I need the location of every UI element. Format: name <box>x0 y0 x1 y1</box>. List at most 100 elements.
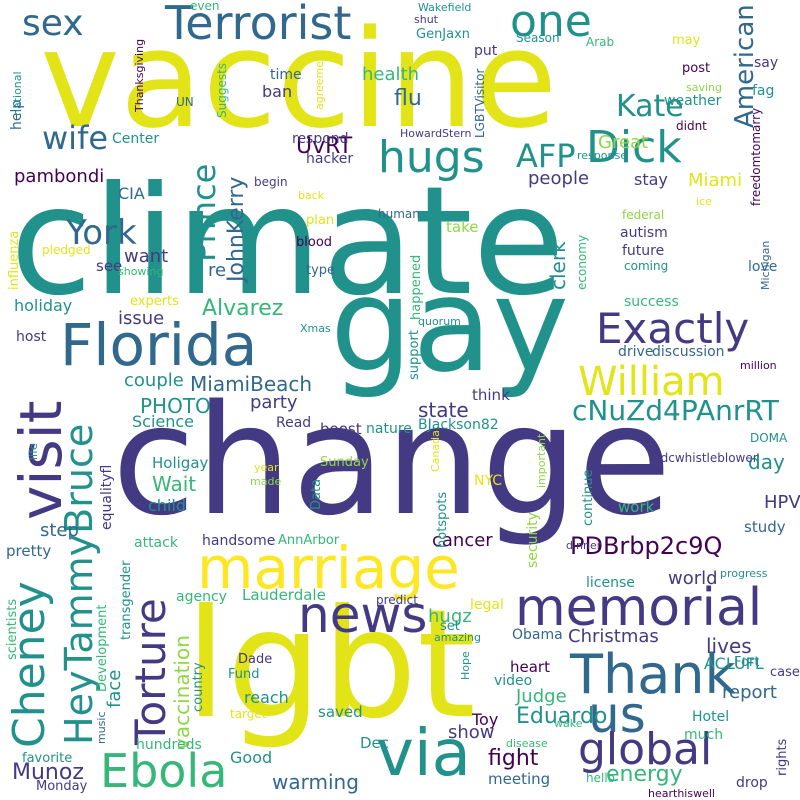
word-dinner: dinner <box>566 539 602 552</box>
word-scientists: scientists <box>5 598 20 660</box>
word-wife: wife <box>42 119 109 157</box>
word-disease: disease <box>506 737 548 750</box>
word-ban: ban <box>262 82 293 101</box>
word-Hope: Hope <box>459 651 472 680</box>
word-fight: fight <box>488 746 539 771</box>
word-coming: coming <box>624 259 669 273</box>
word-Suggests: Suggests <box>215 62 229 118</box>
word-Michigan: Michigan <box>759 240 772 290</box>
word-agreement: agreement <box>313 49 326 110</box>
word-want: want <box>124 246 169 267</box>
word-warming: warming <box>272 770 359 794</box>
word-predict: predict <box>376 593 418 607</box>
word-Great: Great <box>598 132 649 153</box>
word-support: support <box>407 330 422 380</box>
word-amazing: amazing <box>434 631 481 644</box>
word-Xmas: Xmas <box>300 322 331 335</box>
word-think: think <box>472 386 510 404</box>
word-marriage: marriage <box>197 534 460 602</box>
word-UN: UN <box>176 95 194 109</box>
word-Miami: Miami <box>688 170 743 191</box>
word-pretty: pretty <box>6 542 52 560</box>
word-LGBTVisitor: LGBTVisitor <box>473 68 487 138</box>
word-BJackson82: BJackson82 <box>418 417 499 433</box>
word-HowardStern: HowardStern <box>400 127 472 140</box>
word-boost: boost <box>320 420 362 438</box>
word-Thanksgiving: Thanksgiving <box>133 38 146 112</box>
word-Toy: Toy <box>472 710 499 729</box>
word-even: even <box>190 0 220 13</box>
word-influenza: influenza <box>7 230 22 290</box>
word-hundreds: hundreds <box>136 737 202 753</box>
word-AnnArbor: AnnArbor <box>278 533 340 548</box>
word-MiamiBeach: MiamiBeach <box>190 372 313 396</box>
word-ACLUFL: ACLUFL <box>704 654 764 673</box>
word-put: put <box>474 43 498 59</box>
word-Lauderdale: Lauderdale <box>242 586 326 604</box>
word-Dick: Dick <box>586 122 682 173</box>
word-national: national <box>11 71 24 116</box>
word-cNuZd4PAnrRT: cNuZd4PAnrRT <box>572 394 779 427</box>
word-progress: progress <box>720 567 768 580</box>
word-clerk: clerk <box>546 241 570 290</box>
word-much: much <box>684 727 724 743</box>
word-child: child <box>148 496 186 515</box>
word-step: step <box>40 520 79 541</box>
word-Data: Data <box>309 478 324 510</box>
word-flu: flu <box>394 86 422 111</box>
word-begin: begin <box>254 175 288 189</box>
word-quorum: quorum <box>418 315 461 328</box>
word-William: William <box>578 359 725 405</box>
word-Arab: Arab <box>586 35 615 49</box>
word-take: take <box>446 218 479 236</box>
word-people: people <box>528 168 590 189</box>
word-federal: federal <box>622 208 665 222</box>
word-cancer: cancer <box>432 530 493 551</box>
word-Wait: Wait <box>152 472 197 496</box>
word-weather: weather <box>664 93 722 109</box>
word-shut: shut <box>414 13 438 26</box>
word-transgender: transgender <box>119 560 134 640</box>
word-continue: continue <box>581 469 596 526</box>
word-Exactly: Exactly <box>596 304 750 353</box>
word-nature: nature <box>366 421 412 437</box>
word-say: say <box>754 55 779 71</box>
word-host: host <box>16 329 47 345</box>
word-HPV: HPV <box>764 492 800 513</box>
word-success: success <box>624 294 679 310</box>
word-Obama: Obama <box>512 627 563 643</box>
word-Monday: Monday <box>36 779 88 794</box>
word-climate: climate <box>10 155 565 329</box>
word-sex: sex <box>22 3 84 44</box>
word-Munoz: Munoz <box>12 760 84 785</box>
word-Development: Development <box>95 604 110 692</box>
word-change: change <box>112 372 672 549</box>
word-state: state <box>418 398 469 422</box>
word-country: country <box>191 662 206 712</box>
word-Fort: Fort <box>734 655 760 670</box>
word-agency: agency <box>176 589 227 605</box>
word-Eduardo: Eduardo <box>516 704 608 729</box>
word-Judge: Judge <box>516 686 567 707</box>
word-reach: reach <box>244 688 289 707</box>
word-discussion: discussion <box>652 344 725 360</box>
word-Alvarez: Alvarez <box>202 296 284 321</box>
word-report: report <box>722 682 777 703</box>
word-ice: ice <box>696 195 712 208</box>
word-license: license <box>586 575 635 591</box>
word-didnt: didnt <box>676 119 707 133</box>
word-one: one <box>510 0 592 47</box>
word-Center: Center <box>112 131 160 147</box>
word-gay: gay <box>330 249 570 401</box>
word-Wakefield: Wakefield <box>418 1 472 14</box>
word-world: world <box>668 568 718 589</box>
word-saved: saved <box>318 703 363 721</box>
word-vaccine: vaccine <box>40 1 558 158</box>
word-Canada: Canada <box>429 430 442 472</box>
word-energy: energy <box>606 762 683 787</box>
word-Holigay: Holigay <box>152 454 209 472</box>
word-via: via <box>376 717 471 791</box>
word-type: type <box>306 263 336 278</box>
word-lives: lives <box>706 634 752 658</box>
